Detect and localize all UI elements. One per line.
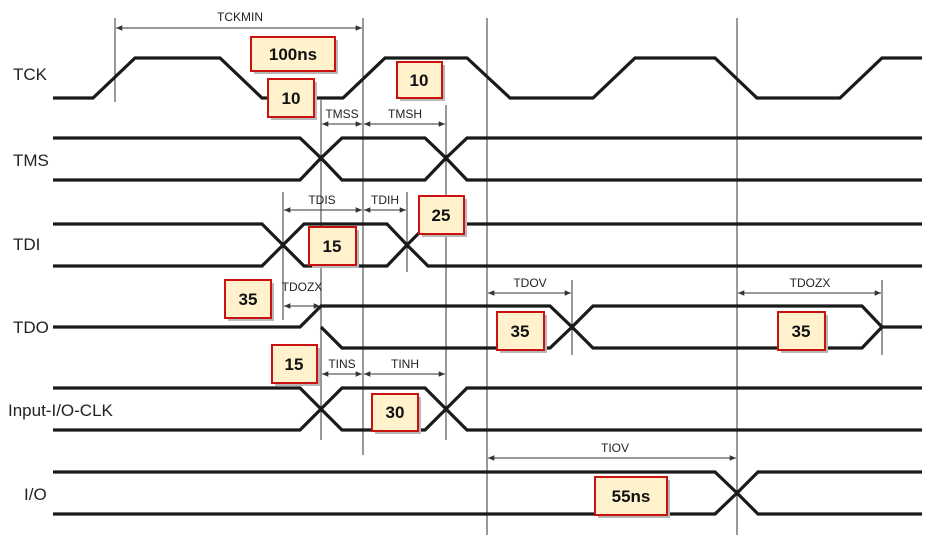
callout-tins: 15 bbox=[271, 344, 320, 386]
tdov-label: TDOV bbox=[513, 276, 546, 290]
signal-labels: TCK TMS TDI TDO Input-I/O-CLK I/O bbox=[8, 65, 114, 504]
signal-label-tms: TMS bbox=[13, 151, 49, 170]
callout-tck-high: 10 bbox=[396, 61, 445, 101]
callouts: 100ns 10 10 25 15 35 bbox=[224, 36, 828, 518]
callout-tiov-value: 55ns bbox=[612, 487, 651, 506]
signal-label-tck: TCK bbox=[13, 65, 48, 84]
callout-tdozx: 35 bbox=[224, 279, 274, 321]
signal-label-tdi: TDI bbox=[13, 235, 40, 254]
input-io-clk-waveform-top bbox=[53, 386, 922, 412]
tdozx-label: TDOZX bbox=[282, 280, 323, 294]
tmss-label: TMSS bbox=[325, 107, 358, 121]
signal-label-tdo: TDO bbox=[13, 318, 49, 337]
callout-tiov: 55ns bbox=[594, 476, 670, 518]
callout-tck-low-value: 10 bbox=[282, 89, 301, 108]
io-waveform-bottom bbox=[53, 490, 922, 516]
callout-tdozx2: 35 bbox=[777, 311, 828, 353]
callout-tdis: 15 bbox=[308, 226, 359, 268]
tmsh-label: TMSH bbox=[388, 107, 422, 121]
tdih-label: TDIH bbox=[371, 193, 399, 207]
tinh-label: TINH bbox=[391, 357, 419, 371]
callout-tdis-value: 15 bbox=[323, 237, 342, 256]
tdozx2-label: TDOZX bbox=[790, 276, 831, 290]
callout-tck-low: 10 bbox=[267, 78, 317, 120]
tck-waveform bbox=[53, 56, 922, 100]
callout-tckmin-value: 100ns bbox=[269, 45, 317, 64]
callout-tdov-value: 35 bbox=[511, 322, 530, 341]
tdo-waveform-bottom bbox=[319, 324, 884, 350]
tins-label: TINS bbox=[328, 357, 355, 371]
tms-waveform-top bbox=[53, 136, 922, 161]
callout-tinh-value: 30 bbox=[386, 403, 405, 422]
callout-tdih-value: 25 bbox=[432, 206, 451, 225]
callout-tdozx2-value: 35 bbox=[792, 322, 811, 341]
callout-tdov: 35 bbox=[496, 311, 547, 353]
tdis-label: TDIS bbox=[308, 193, 335, 207]
callout-tdozx-value: 35 bbox=[239, 290, 258, 309]
measurements: TCKMIN TMSS TMSH TDIS TDIH TDOZX TDOV TD… bbox=[116, 10, 881, 461]
callout-tck-high-value: 10 bbox=[410, 71, 429, 90]
signal-label-io: I/O bbox=[24, 485, 47, 504]
tiov-label: TIOV bbox=[601, 441, 629, 455]
tms-waveform-bottom bbox=[53, 155, 922, 182]
tckmin-label: TCKMIN bbox=[217, 10, 263, 24]
callout-tdih: 25 bbox=[418, 195, 467, 237]
signal-label-input-io-clk: Input-I/O-CLK bbox=[8, 401, 114, 420]
callout-tins-value: 15 bbox=[285, 355, 304, 374]
callout-tinh: 30 bbox=[371, 393, 421, 434]
tdo-waveform-top bbox=[53, 304, 922, 330]
callout-tckmin: 100ns bbox=[250, 36, 338, 74]
reference-lines bbox=[114, 18, 883, 535]
